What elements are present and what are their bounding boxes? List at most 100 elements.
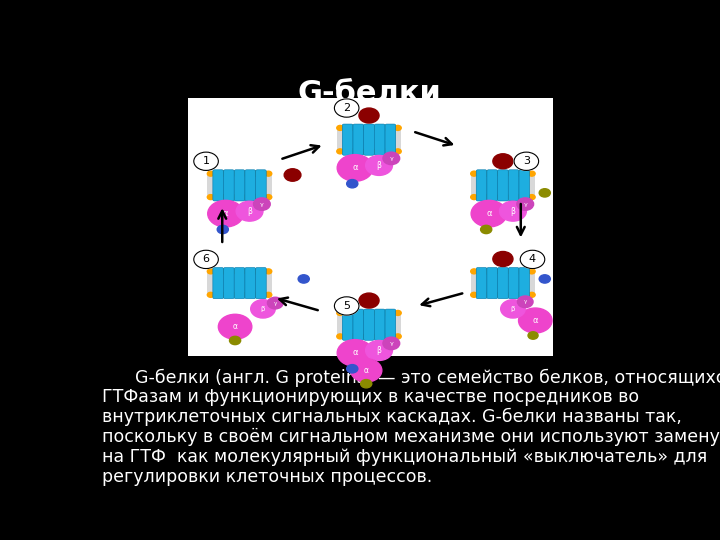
Circle shape — [240, 171, 246, 176]
Circle shape — [500, 300, 525, 318]
Circle shape — [207, 171, 214, 176]
Circle shape — [477, 194, 484, 200]
Circle shape — [252, 171, 259, 176]
Circle shape — [509, 194, 516, 200]
FancyBboxPatch shape — [353, 309, 364, 340]
Circle shape — [503, 194, 510, 200]
Circle shape — [218, 314, 252, 339]
Circle shape — [518, 296, 533, 308]
FancyBboxPatch shape — [256, 267, 266, 299]
Circle shape — [298, 275, 310, 283]
Circle shape — [395, 334, 401, 339]
Circle shape — [334, 297, 359, 315]
Text: 6: 6 — [202, 254, 210, 265]
FancyBboxPatch shape — [385, 124, 396, 155]
Circle shape — [375, 334, 382, 339]
Circle shape — [240, 269, 246, 274]
Text: 3: 3 — [523, 156, 530, 166]
Text: α: α — [486, 209, 492, 218]
Text: на ГТФ  как молекулярный функциональный «выключатель» для: на ГТФ как молекулярный функциональный «… — [102, 448, 708, 466]
Circle shape — [361, 380, 372, 388]
Circle shape — [356, 310, 363, 315]
Circle shape — [246, 171, 253, 176]
Circle shape — [514, 152, 539, 171]
Circle shape — [220, 194, 227, 200]
Circle shape — [233, 194, 240, 200]
Circle shape — [337, 334, 343, 339]
Text: 2: 2 — [343, 103, 350, 113]
FancyBboxPatch shape — [223, 170, 234, 201]
Circle shape — [208, 200, 243, 227]
Circle shape — [343, 310, 350, 315]
Text: G-белки (англ. G proteins) — это семейство белков, относящихся к: G-белки (англ. G proteins) — это семейст… — [102, 368, 720, 387]
Circle shape — [227, 194, 233, 200]
Circle shape — [334, 99, 359, 117]
Text: поскольку в своём сигнальном механизме они используют замену ГДФ: поскольку в своём сигнальном механизме о… — [102, 428, 720, 446]
FancyBboxPatch shape — [213, 170, 223, 201]
Circle shape — [509, 292, 516, 298]
Circle shape — [337, 154, 373, 181]
Circle shape — [253, 198, 270, 211]
Circle shape — [388, 149, 395, 154]
Circle shape — [246, 292, 253, 298]
Circle shape — [258, 292, 266, 298]
Circle shape — [496, 194, 503, 200]
Circle shape — [539, 188, 550, 197]
Text: регулировки клеточных процессов.: регулировки клеточных процессов. — [102, 468, 433, 486]
Text: 5: 5 — [343, 301, 350, 311]
Circle shape — [240, 292, 246, 298]
FancyBboxPatch shape — [487, 170, 498, 201]
Circle shape — [252, 292, 259, 298]
Circle shape — [350, 125, 356, 131]
Circle shape — [471, 171, 477, 176]
Circle shape — [214, 194, 220, 200]
Circle shape — [343, 125, 350, 131]
Circle shape — [214, 292, 220, 298]
Circle shape — [258, 171, 266, 176]
Circle shape — [477, 292, 484, 298]
Text: γ: γ — [274, 301, 277, 306]
Circle shape — [503, 171, 510, 176]
Circle shape — [528, 269, 535, 274]
Text: α: α — [223, 209, 228, 218]
Text: γ: γ — [390, 156, 393, 161]
Circle shape — [382, 334, 388, 339]
Circle shape — [481, 225, 492, 234]
Circle shape — [509, 171, 516, 176]
FancyBboxPatch shape — [234, 170, 245, 201]
Circle shape — [496, 269, 503, 274]
Circle shape — [265, 269, 271, 274]
Circle shape — [503, 269, 510, 274]
Bar — [207, 176, 271, 195]
FancyBboxPatch shape — [364, 124, 374, 155]
Circle shape — [252, 269, 259, 274]
Circle shape — [493, 252, 513, 266]
Circle shape — [351, 359, 382, 382]
Circle shape — [258, 269, 266, 274]
Circle shape — [517, 198, 534, 211]
FancyBboxPatch shape — [508, 170, 519, 201]
Circle shape — [395, 310, 401, 315]
FancyBboxPatch shape — [519, 267, 530, 299]
Circle shape — [362, 334, 369, 339]
Circle shape — [194, 152, 218, 171]
Circle shape — [382, 125, 388, 131]
Circle shape — [347, 364, 358, 373]
Text: α: α — [533, 316, 538, 325]
Circle shape — [484, 171, 490, 176]
Circle shape — [350, 310, 356, 315]
Circle shape — [388, 310, 395, 315]
Text: β: β — [261, 306, 265, 312]
Circle shape — [220, 171, 227, 176]
Circle shape — [471, 194, 477, 200]
FancyBboxPatch shape — [364, 309, 374, 340]
Circle shape — [258, 194, 266, 200]
Circle shape — [207, 194, 214, 200]
Text: α: α — [352, 164, 358, 172]
Text: ГТФазам и функционирующих в качестве посредников во: ГТФазам и функционирующих в качестве пос… — [102, 388, 639, 406]
FancyBboxPatch shape — [213, 267, 223, 299]
Circle shape — [395, 125, 401, 131]
Circle shape — [233, 171, 240, 176]
Circle shape — [528, 292, 535, 298]
FancyBboxPatch shape — [476, 170, 487, 201]
